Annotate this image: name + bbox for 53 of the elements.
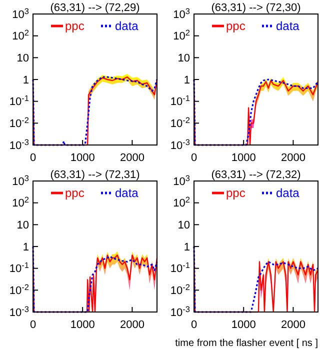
legend-label: data — [276, 186, 300, 200]
y-tick-label: 10$^{-3}$ — [170, 137, 190, 152]
y-tick-label: 10 — [178, 52, 190, 65]
chart-title: (63,31) --> (72,31) — [50, 169, 140, 181]
y-tick-label: 10$^{2}$ — [12, 28, 30, 43]
y-tick-label: 10$^{-3}$ — [9, 304, 30, 319]
legend-label: data — [115, 19, 139, 33]
y-tick-label: 10$^{3}$ — [12, 173, 30, 188]
legend-label: data — [115, 186, 139, 200]
x-tick-label: 0 — [30, 318, 36, 331]
x-tick-label: 0 — [190, 152, 198, 164]
x-tick-label: 1000 — [70, 318, 95, 331]
x-tick-label: 1000 — [231, 152, 256, 164]
y-tick-label: 10$^{3}$ — [173, 6, 190, 21]
x-tick-label: 2000 — [280, 318, 306, 331]
x-tick-label: 2000 — [120, 318, 144, 331]
y-tick-label: 10$^{2}$ — [12, 195, 30, 210]
x-tick-label: 2000 — [120, 152, 144, 164]
y-tick-label: 10$^{2}$ — [173, 28, 190, 43]
y-tick-label: 10$^{-1}$ — [170, 260, 190, 276]
legend-label: ppc — [65, 19, 84, 33]
x-tick-label: 0 — [30, 152, 36, 164]
y-tick-label: 10$^{-3}$ — [9, 137, 30, 152]
y-tick-label: 10$^{-1}$ — [9, 260, 30, 276]
legend-label: ppc — [65, 186, 84, 200]
chart-title: (63,31) --> (72,30) — [211, 2, 301, 14]
y-tick-label: 10 — [16, 52, 29, 65]
x-tick-label: 2000 — [280, 152, 306, 164]
y-tick-label: 10$^{-2}$ — [9, 116, 30, 130]
y-tick-label: 10 — [16, 220, 29, 232]
y-tick-label: 10$^{-2}$ — [170, 282, 190, 298]
legend-label: ppc — [226, 19, 246, 33]
y-tick-label: 10$^{3}$ — [12, 6, 30, 21]
chart-title: (63,31) --> (72,32) — [211, 169, 301, 181]
y-tick-label: 10 — [178, 220, 190, 232]
legend-label: ppc — [226, 186, 246, 200]
y-tick-label: 1 — [22, 241, 29, 254]
y-tick-label: 1 — [184, 74, 190, 86]
x-tick-label: 0 — [190, 318, 198, 331]
y-tick-label: 10$^{2}$ — [173, 195, 190, 210]
y-tick-label: 1 — [184, 241, 190, 254]
chart-title: (63,31) --> (72,29) — [50, 2, 140, 14]
y-tick-label: 10$^{-1}$ — [9, 94, 30, 108]
x-tick-label: 1000 — [70, 152, 95, 164]
y-tick-label: 1 — [22, 74, 29, 86]
y-tick-label: 10$^{-2}$ — [170, 116, 190, 130]
y-tick-label: 10$^{-2}$ — [9, 282, 30, 298]
x-tick-label: 1000 — [231, 318, 256, 331]
legend-label: data — [276, 19, 300, 33]
y-tick-label: 10$^{-1}$ — [170, 94, 190, 108]
y-tick-label: 10$^{-3}$ — [170, 304, 190, 319]
x-axis-title: time from the flasher event [ ns ] — [175, 338, 318, 349]
y-tick-label: 10$^{3}$ — [173, 173, 190, 188]
